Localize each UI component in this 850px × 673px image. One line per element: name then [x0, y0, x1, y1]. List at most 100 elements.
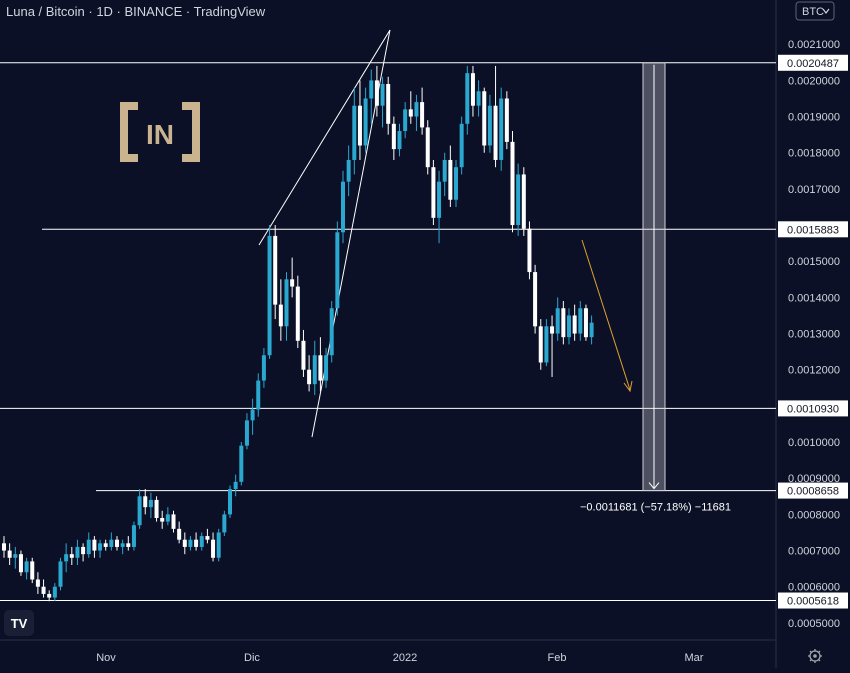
candle-body	[7, 550, 12, 558]
candle-body	[487, 105, 492, 146]
wedge-upper-line[interactable]	[258, 29, 391, 246]
gear-teeth	[808, 649, 822, 663]
tv-logo-text: TV	[11, 616, 28, 631]
logo-right-bracket	[182, 102, 200, 162]
candle-body	[228, 489, 232, 515]
candle-body	[165, 514, 170, 522]
candle-body	[482, 91, 487, 146]
candle-body	[177, 528, 182, 540]
logo-text: IN	[146, 119, 174, 150]
candle-body	[544, 326, 549, 363]
candle-body	[58, 561, 63, 587]
candle-body	[403, 109, 408, 132]
level-price-tag	[778, 482, 848, 499]
candle-body	[583, 308, 588, 338]
measure-label: −0.0011681 (−57.18%) −11681	[580, 502, 731, 514]
candle-body	[335, 232, 340, 309]
candle-body	[459, 123, 464, 168]
candle-body	[30, 561, 35, 580]
gear-icon[interactable]	[808, 649, 822, 663]
candle-body	[470, 73, 475, 106]
price-tick-label: 0.0018000	[788, 148, 840, 160]
chart-title: Luna / Bitcoin · 1D · BINANCE · TradingV…	[6, 4, 266, 19]
candle-body	[13, 554, 18, 558]
price-tick-label: 0.0021000	[788, 39, 840, 51]
candle-body	[41, 586, 46, 594]
candle-body	[233, 481, 238, 490]
level-price-tag	[778, 400, 848, 417]
candle-body	[250, 409, 255, 421]
candle-body	[148, 499, 153, 508]
price-axis[interactable]: 0.0005000 0.0006000 0.0007000 0.0008000 0.00…	[778, 39, 848, 630]
candle-body	[448, 159, 453, 200]
candle-body	[374, 80, 379, 106]
candle-body	[244, 420, 249, 446]
candle-body	[555, 308, 560, 334]
candle-body	[578, 308, 583, 334]
candle-body	[103, 543, 108, 547]
price-tick-label: 0.0019000	[788, 112, 840, 124]
candle-body	[425, 127, 430, 168]
candle-body	[318, 355, 323, 381]
candle-body	[386, 84, 391, 124]
candle-body	[47, 593, 52, 598]
candle-body	[24, 561, 29, 573]
candle-body	[261, 355, 266, 381]
candle-body	[572, 315, 577, 334]
time-axis[interactable]: Nov Dic 2022 Feb Mar	[96, 652, 704, 664]
candle-body	[307, 369, 312, 385]
level-price-label: 0.0005618	[787, 596, 839, 608]
candle-body	[278, 304, 283, 327]
candle-body	[256, 380, 261, 410]
candle-body	[137, 496, 142, 526]
candle-body	[312, 355, 317, 385]
candle-body	[391, 123, 396, 150]
level-price-tag	[778, 221, 848, 238]
horizontal-levels	[0, 62, 776, 602]
candle-body	[357, 105, 362, 146]
candle-body	[267, 235, 272, 356]
candle-body	[86, 539, 91, 555]
candle-body	[346, 159, 351, 182]
candle-body	[476, 91, 481, 106]
candle-body	[205, 536, 210, 540]
candle-body	[131, 525, 136, 547]
price-tick-label: 0.0020000	[788, 75, 840, 87]
candle-body	[516, 174, 521, 226]
candle-body	[160, 517, 165, 522]
candle-body	[329, 308, 334, 356]
level-price-label: 0.0020487	[787, 58, 839, 70]
price-tick-label: 0.0017000	[788, 184, 840, 196]
candle-body	[295, 286, 300, 341]
candle-body	[182, 539, 187, 547]
forecast-arrowhead	[623, 380, 633, 393]
candle-body	[380, 84, 385, 106]
candle-body	[454, 167, 458, 200]
gear-hub	[813, 654, 817, 658]
level-price-tag	[778, 592, 848, 609]
price-range-measure[interactable]: −0.0011681 (−57.18%) −11681	[580, 62, 731, 514]
candle-body	[341, 181, 345, 233]
candle-body	[81, 546, 86, 555]
candle-body	[92, 539, 97, 551]
candle-body	[493, 105, 498, 160]
brand-logo: IN	[120, 102, 200, 162]
candle-body	[2, 543, 6, 551]
candle-body	[188, 539, 193, 547]
level-price-label: 0.0015883	[787, 224, 839, 236]
currency-button[interactable]: BTC	[795, 1, 835, 21]
currency-button-frame[interactable]	[795, 1, 835, 21]
candle-body	[222, 514, 227, 533]
candle-body	[171, 514, 176, 529]
time-tick-label: Dic	[244, 652, 260, 664]
candle-body	[143, 496, 148, 508]
price-tick-label: 0.0007000	[788, 546, 840, 558]
candle-body	[290, 279, 295, 287]
candle-body	[561, 308, 566, 338]
candle-body	[567, 315, 571, 338]
level-price-label: 0.0008658	[787, 486, 839, 498]
candle-body	[533, 272, 538, 327]
forecast-arrow[interactable]	[581, 239, 631, 391]
